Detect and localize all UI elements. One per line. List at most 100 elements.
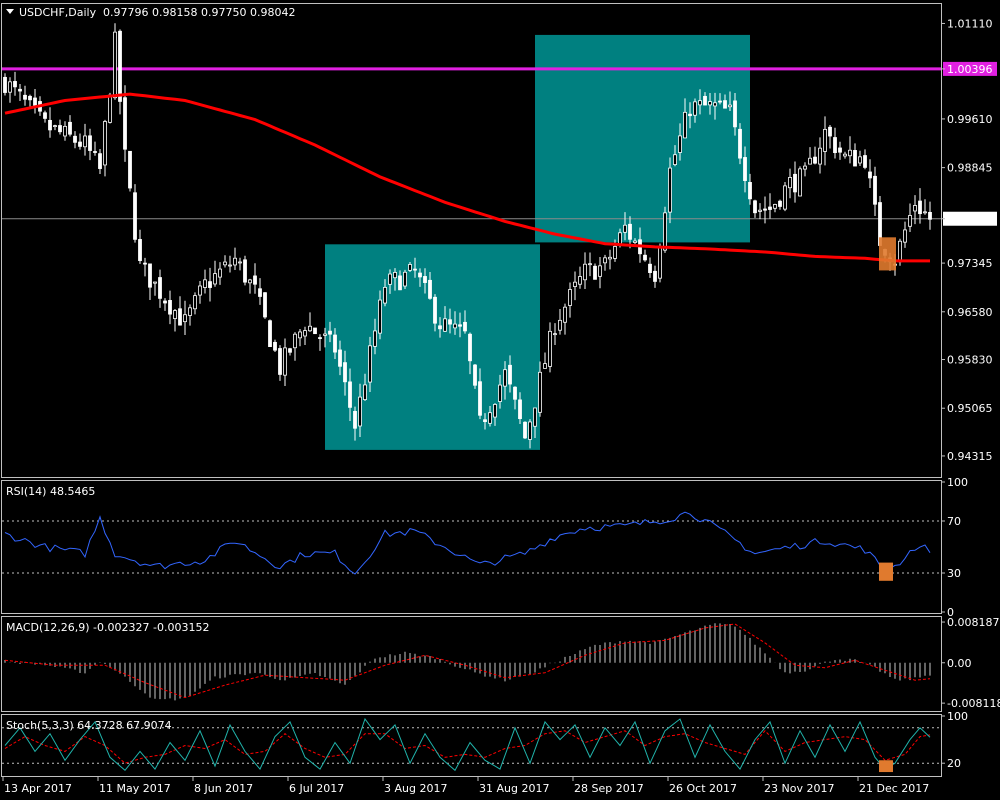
candle: [628, 216, 632, 249]
candle: [673, 145, 677, 167]
candle: [328, 321, 332, 343]
candle-body: [788, 177, 792, 189]
price-tick-label: 0.94315: [947, 450, 993, 463]
candle: [778, 199, 782, 210]
candle-body: [763, 208, 767, 211]
stoch-pane: [2, 717, 941, 773]
candle-body: [373, 330, 377, 347]
chart-header: USDCHF,Daily 0.97796 0.98158 0.97750 0.9…: [6, 6, 295, 19]
candle-body: [218, 268, 222, 278]
candle-body: [498, 384, 502, 402]
candle: [463, 310, 467, 334]
main-pane-frame: [1, 3, 942, 478]
date-tick-label: 3 Aug 2017: [384, 782, 447, 795]
candle: [688, 102, 692, 129]
candle-body: [93, 151, 97, 153]
candle-body: [53, 125, 57, 127]
candle: [853, 143, 857, 167]
candle-body: [838, 147, 842, 153]
candle: [658, 243, 662, 283]
candle-body: [98, 153, 102, 169]
candle: [508, 355, 512, 393]
candle: [263, 292, 267, 319]
candle-body: [73, 135, 77, 143]
dropdown-triangle-icon[interactable]: [6, 9, 14, 14]
candle-body: [448, 319, 452, 325]
candle: [243, 255, 247, 286]
resistance-price-label-box: [943, 61, 997, 76]
candle: [143, 257, 147, 277]
candle: [528, 419, 532, 449]
candle: [623, 212, 627, 241]
candle: [113, 23, 117, 100]
candle-body: [853, 150, 857, 167]
candle: [433, 294, 437, 332]
candle-body: [88, 135, 92, 151]
candle: [163, 298, 167, 311]
candle-body: [343, 362, 347, 383]
candle: [668, 157, 672, 224]
candle-body: [573, 281, 577, 287]
candle-body: [658, 246, 662, 279]
candle: [133, 184, 137, 243]
candle-body: [278, 348, 282, 375]
candle: [303, 326, 307, 346]
candle-body: [873, 175, 877, 205]
candle: [348, 368, 352, 422]
candle: [148, 263, 152, 300]
candle: [708, 93, 712, 115]
candle-body: [583, 263, 587, 281]
candle-body: [188, 307, 192, 316]
time-axis: 13 Apr 2017 11 May 2017 8 Jun 2017 6 Jul 20…: [2, 777, 929, 795]
candle-body: [118, 30, 122, 102]
candle: [513, 386, 517, 410]
candle-body: [378, 299, 382, 334]
candle: [73, 131, 77, 149]
candle-body: [503, 369, 507, 387]
candle: [503, 361, 507, 400]
candle-body: [438, 325, 442, 330]
candle-body: [203, 279, 207, 288]
candle-body: [413, 268, 417, 271]
candle-body: [233, 257, 237, 266]
candle-body: [603, 257, 607, 264]
candle: [298, 329, 302, 347]
rsi-tick-label: 0: [947, 606, 954, 619]
candle-body: [353, 410, 357, 429]
candle: [318, 334, 322, 351]
candle: [793, 161, 797, 203]
candle-body: [813, 156, 817, 164]
moving-average-line: [4, 92, 930, 263]
candle-body: [228, 264, 232, 267]
candle: [593, 263, 597, 280]
candle-body: [178, 308, 182, 326]
candle: [698, 89, 702, 115]
candle: [283, 338, 287, 387]
candle: [923, 199, 927, 215]
candle-body: [868, 171, 872, 179]
candle-body: [83, 135, 87, 148]
candle-body: [578, 276, 582, 285]
candle-body: [783, 185, 787, 210]
candle: [228, 255, 232, 273]
price-marker: [879, 237, 896, 271]
candle-body: [928, 211, 932, 220]
horizontal-levels: [2, 67, 941, 220]
candle: [773, 203, 777, 213]
candle: [808, 147, 812, 165]
candle-body: [288, 348, 292, 353]
candle-body: [238, 261, 242, 264]
candle: [838, 141, 842, 160]
candle-body: [3, 76, 7, 93]
candle-body: [488, 412, 492, 424]
candle-body: [123, 97, 127, 150]
candle-body: [113, 31, 117, 99]
candle: [103, 119, 107, 177]
candle: [363, 373, 367, 402]
macd-title: MACD(12,26,9) -0.002327 -0.003152: [6, 621, 209, 634]
candle: [128, 150, 132, 192]
price-tick-label: 0.99610: [947, 113, 993, 126]
candle-body: [558, 319, 562, 331]
candle-body: [768, 206, 772, 210]
candle: [678, 123, 682, 161]
